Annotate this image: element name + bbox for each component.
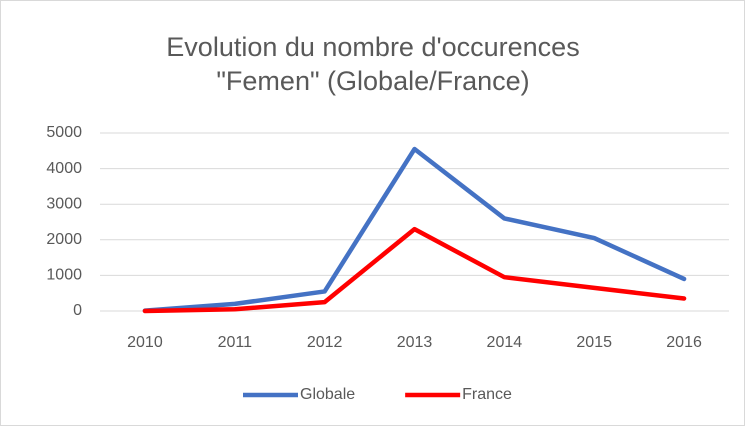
x-tick-label: 2015 [576,334,612,351]
series-line [142,146,687,313]
legend-label: France [462,386,512,403]
x-tick-label: 2012 [307,334,343,351]
x-tick-label: 2016 [666,334,702,351]
x-tick-label: 2010 [127,334,163,351]
y-tick-label: 5000 [46,124,82,141]
chart-title: Evolution du nombre d'occurences [166,32,579,62]
y-tick-label: 4000 [46,160,82,177]
series-line [142,226,687,314]
y-tick-label: 0 [73,302,82,319]
legend-label: Globale [300,386,355,403]
y-tick-label: 1000 [46,267,82,284]
x-tick-label: 2013 [397,334,433,351]
y-tick-label: 2000 [46,231,82,248]
y-tick-label: 3000 [46,195,82,212]
chart-title: "Femen" (Globale/France) [216,66,529,96]
x-tick-label: 2014 [487,334,523,351]
x-tick-label: 2011 [218,334,253,351]
